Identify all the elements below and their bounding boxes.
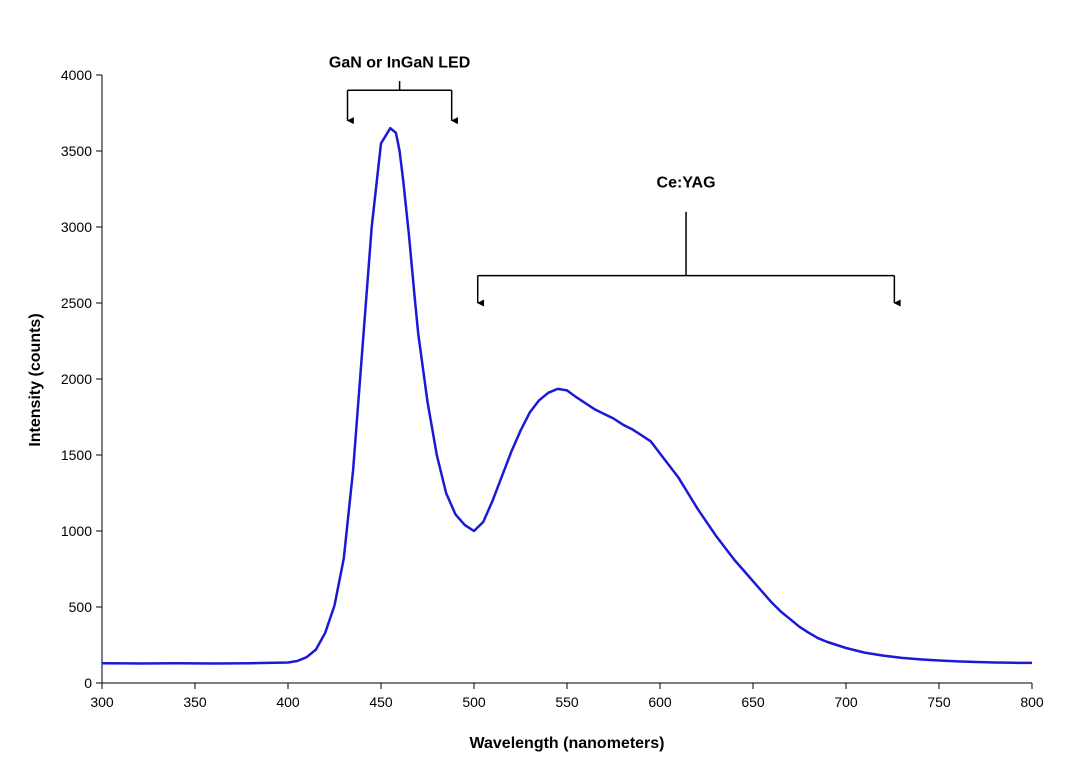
- x-tick-label: 400: [276, 694, 300, 710]
- x-tick-label: 800: [1020, 694, 1044, 710]
- y-tick-label: 4000: [61, 67, 92, 83]
- y-tick-label: 1500: [61, 447, 92, 463]
- x-tick-label: 500: [462, 694, 486, 710]
- x-tick-label: 650: [741, 694, 765, 710]
- x-tick-label: 350: [183, 694, 207, 710]
- annotation-label: Ce:YAG: [657, 174, 716, 191]
- y-tick-label: 2000: [61, 371, 92, 387]
- x-tick-label: 450: [369, 694, 393, 710]
- y-axis-ticks: 0 500 1000 1500 2000 2500 3000 3500 4000: [61, 67, 102, 691]
- y-tick-label: 2500: [61, 295, 92, 311]
- y-tick-label: 500: [69, 599, 93, 615]
- series-layer: [101, 126, 1033, 665]
- y-tick-label: 3500: [61, 143, 92, 159]
- x-axis-title: Wavelength (nanometers): [470, 735, 665, 752]
- annotation-bracket: GaN or InGaN LED: [329, 54, 470, 125]
- series-line: [101, 126, 1033, 665]
- y-tick-label: 3000: [61, 219, 92, 235]
- y-tick-label: 1000: [61, 523, 92, 539]
- x-tick-label: 600: [648, 694, 672, 710]
- y-tick-label: 0: [84, 675, 92, 691]
- x-axis-ticks: 300 350 400 450 500 550 600 650 700 750 800: [90, 683, 1044, 710]
- x-tick-label: 750: [927, 694, 951, 710]
- x-tick-label: 700: [834, 694, 858, 710]
- annotation-layer: GaN or InGaN LED Ce:YAG: [329, 54, 901, 307]
- y-axis-title: Intensity (counts): [27, 313, 44, 446]
- annotation-bracket: Ce:YAG: [476, 174, 901, 307]
- annotation-label: GaN or InGaN LED: [329, 54, 470, 71]
- x-tick-label: 300: [90, 694, 114, 710]
- x-tick-label: 550: [555, 694, 579, 710]
- axes: [101, 75, 1032, 684]
